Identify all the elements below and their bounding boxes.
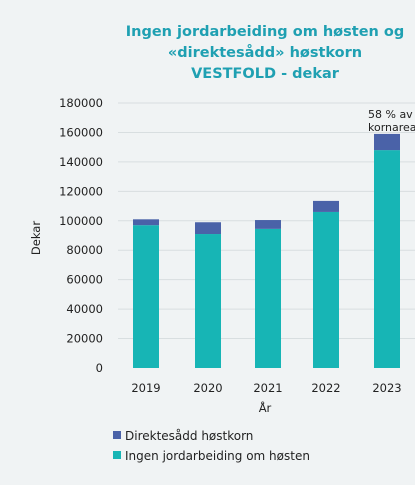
y-tick-label: 0 (96, 361, 103, 375)
x-axis-label: År (259, 400, 272, 415)
y-tick-label: 100000 (59, 214, 103, 228)
y-tick-label: 20000 (66, 332, 103, 346)
y-tick-label: 60000 (66, 273, 103, 287)
bar-ingen-jordarbeiding (374, 150, 400, 368)
chart-title-line: VESTFOLD - dekar (191, 66, 340, 82)
bar-direktesadd (195, 222, 221, 235)
y-axis-label: Dekar (29, 221, 43, 255)
x-tick-label: 2022 (311, 381, 340, 395)
legend-label: Direktesådd høstkorn (125, 429, 253, 443)
x-tick-label: 2019 (131, 381, 160, 395)
bar-direktesadd (374, 133, 400, 151)
x-tick-label: 2020 (193, 381, 222, 395)
bar-direktesadd (133, 219, 159, 226)
y-tick-label: 160000 (59, 125, 103, 139)
chart-title-line: «direktesådd» høstkorn (168, 44, 362, 61)
legend-swatch (113, 451, 121, 459)
chart-title-line: Ingen jordarbeiding om høsten og (126, 24, 405, 40)
bar-ingen-jordarbeiding (313, 211, 339, 368)
legend-swatch (113, 431, 121, 439)
annotation-text: 58 % av (368, 108, 413, 121)
y-tick-label: 120000 (59, 184, 103, 198)
bar-direktesadd (255, 220, 281, 229)
bar-ingen-jordarbeiding (195, 234, 221, 368)
x-tick-label: 2023 (372, 381, 401, 395)
bar-direktesadd (313, 200, 339, 212)
legend-label: Ingen jordarbeiding om høsten (125, 449, 310, 463)
annotation-text: kornareale (368, 121, 415, 134)
y-tick-label: 40000 (66, 302, 103, 316)
y-tick-label: 180000 (59, 96, 103, 110)
x-tick-label: 2021 (253, 381, 282, 395)
y-tick-label: 80000 (66, 243, 103, 257)
bar-ingen-jordarbeiding (255, 228, 281, 368)
bar-ingen-jordarbeiding (133, 225, 159, 368)
y-tick-label: 140000 (59, 155, 103, 169)
